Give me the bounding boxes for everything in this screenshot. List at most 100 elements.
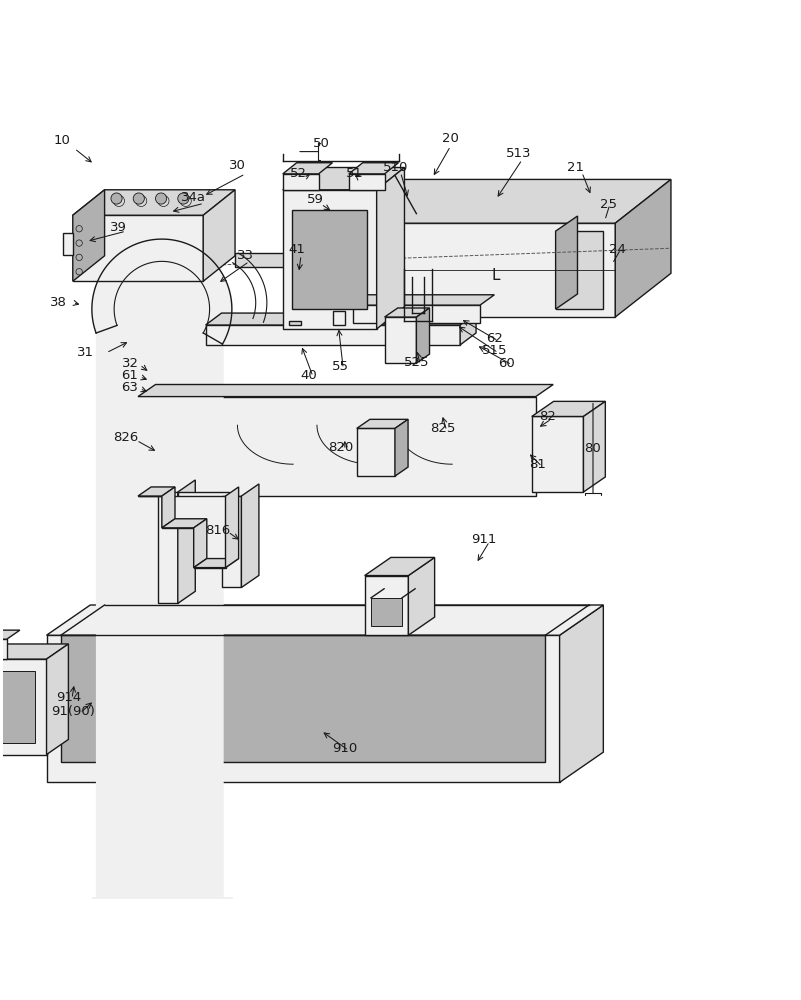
Text: 21: 21 [567, 161, 584, 174]
Polygon shape [61, 635, 545, 762]
Polygon shape [203, 190, 235, 281]
Text: 513: 513 [505, 147, 531, 160]
Polygon shape [317, 223, 615, 317]
Circle shape [76, 240, 83, 246]
Polygon shape [46, 644, 68, 755]
Polygon shape [384, 317, 417, 363]
Text: 51: 51 [346, 167, 363, 180]
Text: 31: 31 [77, 346, 95, 359]
Polygon shape [138, 385, 553, 397]
Polygon shape [138, 496, 226, 568]
Text: 59: 59 [307, 193, 324, 206]
Text: L: L [492, 268, 500, 283]
Text: 40: 40 [300, 369, 317, 382]
Polygon shape [178, 492, 229, 506]
Polygon shape [206, 325, 460, 345]
Text: 91(90): 91(90) [50, 705, 95, 718]
Polygon shape [615, 179, 671, 317]
Text: 20: 20 [442, 132, 459, 145]
Polygon shape [138, 487, 175, 496]
Polygon shape [417, 308, 429, 363]
Polygon shape [352, 295, 494, 305]
Polygon shape [194, 519, 207, 568]
Text: 82: 82 [539, 410, 556, 423]
Text: 910: 910 [332, 742, 357, 755]
Text: 820: 820 [328, 441, 353, 454]
Text: 816: 816 [205, 524, 230, 537]
Circle shape [76, 226, 83, 232]
Text: 50: 50 [312, 137, 329, 150]
Polygon shape [73, 215, 203, 281]
Text: 25: 25 [601, 198, 618, 211]
Text: 32: 32 [122, 357, 139, 370]
Text: 63: 63 [122, 381, 139, 394]
Circle shape [111, 193, 122, 204]
Polygon shape [364, 557, 435, 576]
Text: 911: 911 [471, 533, 497, 546]
Polygon shape [178, 480, 195, 603]
Polygon shape [556, 231, 603, 309]
Polygon shape [158, 492, 178, 603]
Circle shape [158, 195, 169, 206]
Text: 525: 525 [404, 356, 429, 369]
Polygon shape [460, 313, 476, 345]
Text: 515: 515 [481, 344, 507, 357]
Text: 34a: 34a [181, 191, 206, 204]
Polygon shape [0, 671, 34, 743]
Text: 24: 24 [610, 243, 626, 256]
Polygon shape [364, 576, 409, 635]
Polygon shape [222, 496, 241, 587]
Text: 39: 39 [110, 221, 127, 234]
Circle shape [114, 195, 124, 206]
Text: 61: 61 [122, 369, 139, 382]
Polygon shape [206, 313, 476, 325]
Polygon shape [0, 659, 46, 755]
Polygon shape [292, 210, 367, 309]
Text: 10: 10 [54, 134, 70, 147]
Polygon shape [63, 233, 73, 255]
Polygon shape [73, 190, 105, 281]
Text: 81: 81 [529, 458, 545, 471]
Polygon shape [560, 605, 603, 782]
Polygon shape [348, 163, 399, 174]
Circle shape [178, 193, 189, 204]
Polygon shape [162, 519, 207, 528]
Polygon shape [194, 559, 239, 568]
Text: 80: 80 [585, 442, 602, 455]
Polygon shape [226, 487, 239, 568]
Polygon shape [348, 174, 384, 190]
Polygon shape [384, 308, 429, 317]
Circle shape [180, 195, 191, 206]
Bar [371, 598, 402, 626]
Polygon shape [333, 311, 344, 325]
Polygon shape [409, 557, 435, 635]
Text: 41: 41 [288, 243, 305, 256]
Polygon shape [583, 401, 606, 492]
Polygon shape [283, 163, 332, 174]
Polygon shape [283, 174, 319, 190]
Text: 825: 825 [430, 422, 455, 435]
Text: 55: 55 [332, 360, 348, 373]
Text: 914: 914 [56, 691, 82, 704]
Polygon shape [317, 239, 341, 301]
Circle shape [155, 193, 167, 204]
Polygon shape [138, 397, 536, 496]
Text: 30: 30 [229, 159, 246, 172]
Polygon shape [46, 605, 603, 635]
Polygon shape [283, 168, 405, 190]
Text: 52: 52 [290, 167, 307, 180]
Text: 33: 33 [237, 249, 254, 262]
Polygon shape [0, 630, 20, 639]
Polygon shape [532, 416, 583, 492]
Circle shape [135, 195, 147, 206]
Polygon shape [73, 190, 235, 215]
Text: 510: 510 [383, 161, 409, 174]
Polygon shape [289, 321, 301, 325]
Text: 826: 826 [114, 431, 139, 444]
Text: 60: 60 [498, 357, 515, 370]
Polygon shape [283, 190, 376, 329]
Polygon shape [556, 216, 578, 309]
Polygon shape [0, 644, 68, 659]
Polygon shape [356, 428, 395, 476]
Circle shape [133, 193, 144, 204]
